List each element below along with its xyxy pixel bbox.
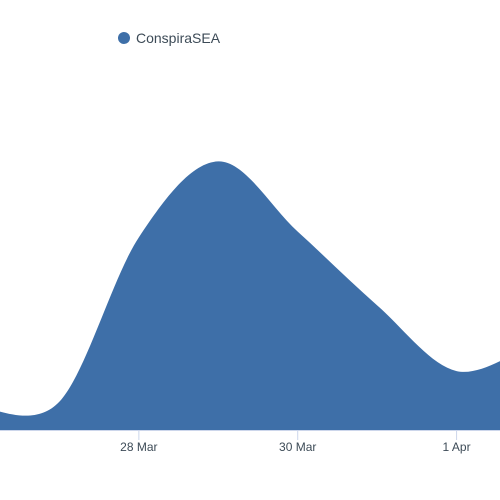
data-point[interactable]	[135, 233, 143, 241]
x-tick-label: 30 Mar	[279, 440, 316, 454]
data-point[interactable]	[55, 398, 63, 406]
x-tick-label: 28 Mar	[120, 440, 157, 454]
x-axis-ticks: 28 Mar 30 Mar 1 Apr	[120, 430, 471, 454]
legend-swatch	[118, 32, 130, 44]
data-point[interactable]	[294, 228, 302, 236]
x-tick-label: 1 Apr	[443, 440, 471, 454]
series-layer	[0, 157, 500, 430]
data-point[interactable]	[373, 301, 381, 309]
data-point[interactable]	[214, 157, 222, 165]
legend-label-conspirasea: ConspiraSEA	[136, 30, 221, 46]
data-point[interactable]	[453, 367, 461, 375]
series-area-conspirasea[interactable]	[0, 161, 500, 430]
legend[interactable]: ConspiraSEA	[118, 29, 220, 47]
